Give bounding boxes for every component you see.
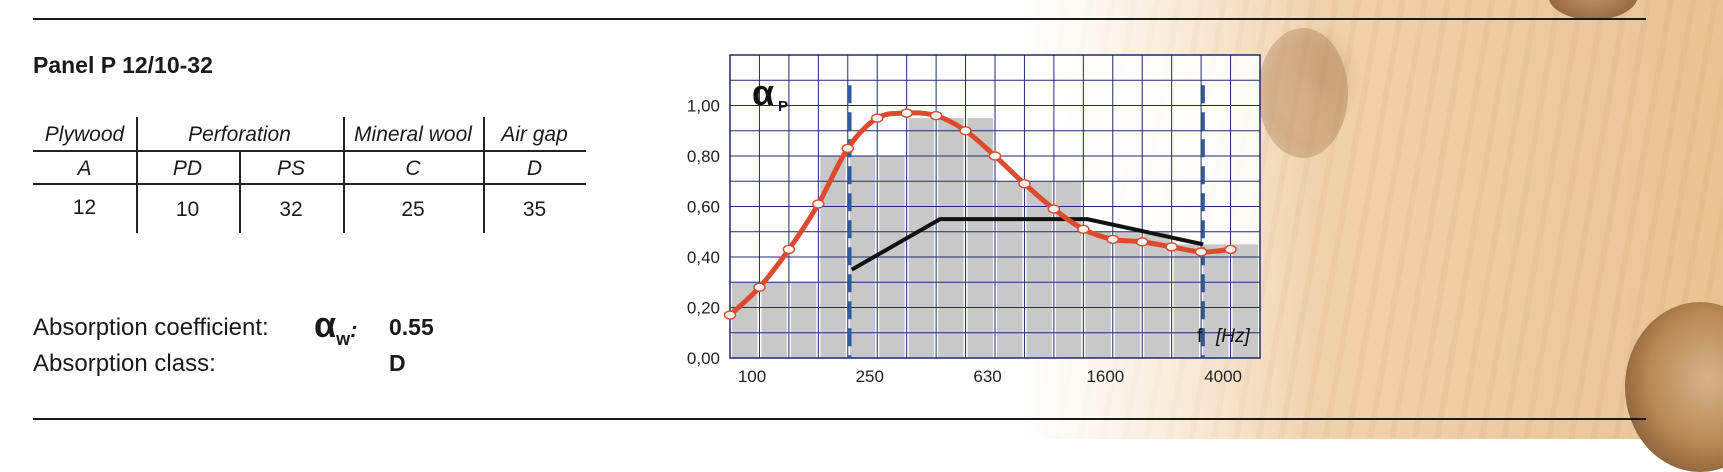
code-ps: PS bbox=[276, 157, 305, 180]
bar bbox=[1026, 181, 1052, 358]
absorption-class-label: Absorption class: bbox=[33, 350, 216, 377]
bottom-divider bbox=[33, 418, 1646, 420]
table-rule bbox=[483, 117, 485, 233]
x-tick-label: 1600 bbox=[1086, 367, 1124, 386]
bar bbox=[761, 282, 787, 358]
plot-border bbox=[729, 54, 1261, 359]
data-point bbox=[959, 126, 972, 136]
alpha-symbol: α bbox=[314, 304, 337, 345]
data-point bbox=[1018, 179, 1031, 189]
table-rule bbox=[239, 151, 241, 233]
bar bbox=[1203, 244, 1229, 358]
y-axis-symbol: α bbox=[752, 72, 774, 113]
data-point bbox=[900, 108, 913, 118]
header-mineral-wool: Mineral wool bbox=[354, 123, 472, 146]
table-rule bbox=[343, 117, 345, 233]
data-point bbox=[782, 244, 796, 255]
data-point bbox=[929, 110, 943, 121]
bar bbox=[997, 181, 1023, 358]
y-tick-label: 0,00 bbox=[687, 349, 720, 368]
code-a: A bbox=[77, 157, 92, 180]
alpha-w-symbol: αw: bbox=[314, 304, 357, 350]
top-divider bbox=[33, 18, 1646, 20]
y-tick-label: 0,40 bbox=[687, 248, 720, 267]
wood-dowel-image bbox=[1548, 0, 1638, 20]
bar bbox=[938, 118, 964, 358]
bar bbox=[790, 282, 817, 358]
absorption-coefficient-value: 0.55 bbox=[389, 314, 434, 340]
x-axis-symbol: f bbox=[1197, 326, 1203, 347]
alpha-colon: : bbox=[350, 317, 358, 342]
data-point bbox=[1165, 242, 1178, 252]
data-point bbox=[1224, 244, 1237, 255]
x-tick-label: 100 bbox=[738, 367, 766, 386]
bar bbox=[967, 118, 993, 358]
value-d: 35 bbox=[522, 198, 547, 221]
data-point bbox=[1135, 237, 1149, 247]
y-tick-label: 0,20 bbox=[687, 299, 720, 318]
data-point bbox=[841, 143, 855, 154]
table-rule bbox=[33, 183, 586, 185]
y-axis-symbol-sub: P bbox=[778, 98, 788, 115]
value-plywood: 12 bbox=[72, 196, 97, 219]
y-tick-label: 1,00 bbox=[687, 97, 720, 116]
alpha-subscript: w bbox=[336, 329, 351, 350]
data-point bbox=[1077, 224, 1090, 234]
x-tick-label: 4000 bbox=[1204, 367, 1242, 386]
bar bbox=[1144, 231, 1170, 358]
spec-table: Plywood Perforation Mineral wool Air gap… bbox=[33, 117, 586, 233]
header-plywood: Plywood bbox=[44, 123, 125, 146]
code-c: C bbox=[405, 157, 421, 180]
header-air-gap: Air gap bbox=[501, 123, 568, 146]
table-rule bbox=[33, 150, 586, 152]
bar bbox=[1114, 231, 1141, 358]
data-point bbox=[812, 199, 825, 209]
bar bbox=[908, 118, 935, 358]
code-pd: PD bbox=[172, 157, 203, 180]
bar bbox=[1085, 231, 1111, 358]
value-ps: 32 bbox=[279, 198, 303, 221]
data-point bbox=[870, 113, 884, 123]
value-c: 25 bbox=[401, 198, 425, 221]
code-d: D bbox=[526, 157, 543, 180]
data-point bbox=[1047, 204, 1061, 214]
reference-curve bbox=[850, 217, 1204, 272]
data-point bbox=[723, 310, 737, 320]
bar bbox=[1232, 244, 1258, 358]
panel-title: Panel P 12/10-32 bbox=[33, 52, 213, 78]
data-point bbox=[1194, 247, 1208, 257]
table-rule bbox=[136, 117, 138, 233]
absorption-class-value: D bbox=[389, 350, 406, 376]
data-point bbox=[1106, 234, 1120, 245]
wood-dowel-image bbox=[1258, 28, 1348, 158]
data-point bbox=[988, 151, 1002, 161]
y-tick-label: 0,60 bbox=[687, 198, 720, 217]
header-perforation: Perforation bbox=[188, 123, 291, 146]
bar bbox=[1173, 244, 1200, 358]
x-tick-label: 250 bbox=[856, 367, 884, 386]
value-pd: 10 bbox=[175, 198, 200, 221]
x-axis-unit: [Hz] bbox=[1215, 326, 1251, 347]
y-tick-label: 0,80 bbox=[687, 147, 720, 166]
absorption-chart: 0,00 0,20 0,40 0,60 0,80 1,00 100 250 630 1600 400… bbox=[687, 54, 1261, 386]
x-tick-label: 630 bbox=[973, 367, 1001, 386]
absorption-coefficient-label: Absorption coefficient: bbox=[33, 314, 269, 341]
data-point bbox=[753, 282, 766, 293]
